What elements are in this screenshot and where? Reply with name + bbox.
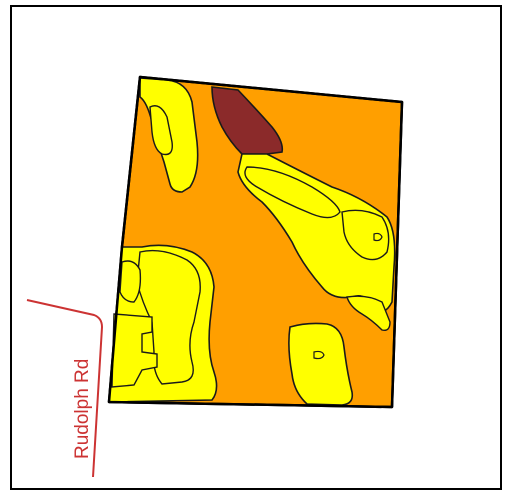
soil-unit-dark-red bbox=[211, 86, 284, 155]
soil-unit-yellow-south bbox=[288, 322, 354, 406]
soil-inclusion-south-oval bbox=[313, 350, 325, 360]
soil-inclusion-central-1 bbox=[244, 166, 341, 219]
soil-inclusion-yellow-north-west bbox=[149, 105, 173, 156]
soil-inclusion-west-2 bbox=[119, 260, 142, 303]
map-frame: Rudolph Rd bbox=[10, 5, 502, 490]
rudolph-road-line bbox=[26, 299, 104, 478]
soil-inclusion-small-oval bbox=[373, 232, 383, 242]
soil-inclusion-west-3 bbox=[111, 313, 158, 388]
soil-map: Rudolph Rd bbox=[26, 75, 404, 478]
soil-inclusion-east-edge bbox=[346, 295, 391, 332]
soil-inclusion-central-2 bbox=[341, 209, 390, 261]
road-label: Rudolph Rd bbox=[72, 359, 93, 459]
parcel-outline bbox=[107, 75, 404, 409]
